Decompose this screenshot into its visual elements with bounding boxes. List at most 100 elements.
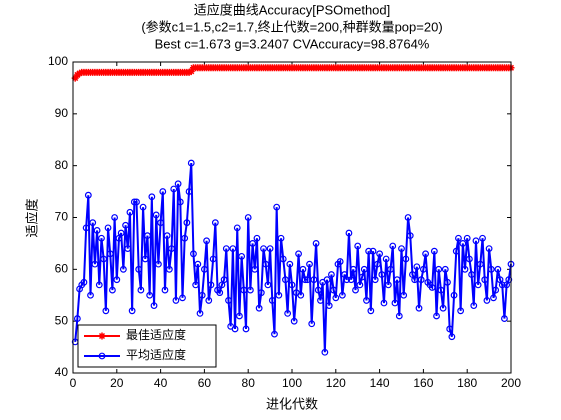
circle-marker: [124, 245, 132, 253]
legend-marker: [98, 352, 106, 360]
circle-marker: [275, 291, 283, 299]
circle-marker: [209, 255, 217, 263]
circle-marker: [95, 281, 103, 289]
circle-marker: [411, 276, 419, 284]
circle-marker: [382, 255, 390, 263]
circle-marker: [203, 237, 210, 245]
circle-marker: [303, 276, 311, 284]
circle-marker: [170, 185, 178, 193]
circle-marker: [448, 333, 456, 341]
x-axis-label: 进化代数: [266, 396, 318, 411]
circle-marker: [371, 276, 379, 284]
circle-marker: [84, 191, 92, 199]
circle-marker: [490, 294, 497, 302]
circle-marker: [406, 232, 414, 240]
circle-marker: [378, 271, 386, 278]
circle-marker: [135, 265, 143, 273]
circle-marker: [190, 250, 197, 258]
legend-marker: [98, 332, 106, 340]
circle-marker: [417, 276, 425, 284]
circle-marker: [168, 245, 175, 253]
circle-marker: [420, 265, 427, 273]
circle-marker: [338, 291, 346, 299]
circle-marker: [476, 260, 484, 268]
circle-marker: [356, 281, 364, 289]
star-marker: [76, 69, 84, 77]
circle-marker: [196, 309, 204, 317]
circle-marker: [236, 312, 243, 320]
circle-marker: [277, 234, 285, 242]
circle-marker: [400, 291, 408, 299]
circle-marker: [244, 214, 252, 221]
circle-marker: [501, 315, 508, 322]
circle-marker: [395, 312, 403, 320]
circle-marker: [100, 255, 108, 263]
circle-marker: [155, 260, 162, 268]
circle-marker: [159, 188, 167, 195]
circle-marker: [194, 260, 202, 268]
circle-marker: [430, 247, 438, 255]
circle-marker: [483, 297, 491, 304]
circle-marker: [225, 297, 232, 304]
circle-marker: [220, 276, 228, 284]
circle-marker: [273, 203, 281, 211]
circle-marker: [268, 297, 276, 304]
legend-label: 最佳适应度: [126, 327, 186, 342]
circle-marker: [150, 302, 158, 310]
circle-marker: [111, 214, 119, 221]
circle-marker: [433, 312, 440, 320]
circle-marker: [332, 294, 340, 302]
y-tick-label: 50: [55, 313, 69, 327]
circle-marker: [163, 232, 171, 240]
y-tick-label: 60: [55, 262, 69, 276]
circle-marker: [343, 276, 351, 284]
x-tick-label: 140: [370, 376, 390, 390]
circle-marker: [310, 276, 318, 284]
circle-marker: [330, 286, 338, 294]
circle-marker: [264, 281, 272, 289]
circle-marker: [229, 245, 237, 253]
circle-marker: [398, 245, 405, 253]
circle-marker: [402, 255, 410, 263]
x-tick-label: 180: [457, 376, 477, 390]
x-tick-label: 60: [198, 376, 212, 390]
circle-marker: [295, 250, 302, 258]
circle-marker: [222, 245, 230, 253]
circle-marker: [463, 234, 471, 242]
star-marker: [185, 68, 193, 76]
circle-marker: [470, 302, 478, 310]
circle-marker: [384, 281, 392, 289]
circle-marker: [452, 247, 460, 255]
y-tick-label: 100: [48, 54, 68, 68]
y-tick-label: 70: [55, 210, 69, 224]
circle-marker: [494, 265, 502, 273]
circle-marker: [415, 304, 423, 312]
y-tick-label: 80: [55, 158, 69, 172]
circle-marker: [455, 234, 462, 242]
circle-marker: [284, 309, 292, 317]
circle-marker: [183, 219, 191, 227]
y-axis-label: 适应度: [24, 198, 39, 237]
circle-marker: [205, 297, 213, 304]
circle-marker: [428, 284, 436, 291]
circle-marker: [459, 240, 467, 247]
star-marker: [187, 67, 195, 75]
circle-marker: [271, 330, 278, 338]
circle-marker: [367, 307, 375, 315]
circle-marker: [141, 255, 149, 263]
circle-marker: [87, 291, 94, 299]
circle-marker: [98, 234, 105, 242]
circle-marker: [106, 250, 114, 258]
circle-marker: [374, 260, 381, 268]
circle-marker: [391, 299, 399, 307]
x-tick-label: 80: [242, 376, 256, 390]
circle-marker: [352, 286, 359, 294]
circle-marker: [249, 240, 256, 247]
circle-marker: [435, 265, 443, 273]
circle-marker: [133, 198, 140, 206]
circle-marker: [137, 286, 145, 294]
circle-marker: [450, 291, 458, 299]
circle-marker: [165, 265, 173, 273]
y-tick-label: 40: [55, 365, 69, 379]
circle-marker: [369, 247, 377, 255]
